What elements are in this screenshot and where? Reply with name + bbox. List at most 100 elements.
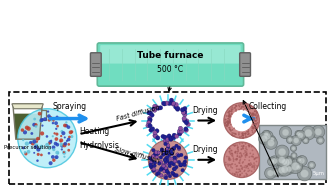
Circle shape	[250, 163, 252, 165]
Circle shape	[231, 110, 252, 131]
Circle shape	[237, 153, 238, 155]
Circle shape	[256, 112, 257, 114]
Circle shape	[170, 161, 174, 165]
Circle shape	[62, 143, 67, 147]
Circle shape	[236, 168, 238, 170]
Circle shape	[239, 174, 241, 175]
Circle shape	[228, 113, 230, 115]
Circle shape	[248, 164, 249, 165]
Circle shape	[276, 154, 288, 166]
Circle shape	[165, 167, 168, 171]
Circle shape	[232, 108, 234, 110]
Circle shape	[245, 154, 247, 156]
Circle shape	[151, 155, 155, 158]
Circle shape	[240, 148, 242, 150]
Circle shape	[244, 150, 246, 152]
Circle shape	[34, 145, 38, 149]
Circle shape	[237, 146, 239, 148]
Circle shape	[148, 156, 152, 160]
Circle shape	[225, 164, 227, 165]
Circle shape	[273, 170, 278, 175]
Text: 5μm: 5μm	[312, 170, 324, 176]
Circle shape	[48, 119, 51, 122]
Circle shape	[163, 135, 167, 139]
Circle shape	[229, 148, 231, 150]
Circle shape	[236, 158, 238, 160]
Circle shape	[252, 126, 254, 128]
Circle shape	[296, 132, 300, 136]
Circle shape	[241, 148, 243, 150]
Circle shape	[156, 151, 160, 154]
Circle shape	[171, 101, 176, 105]
Circle shape	[248, 163, 250, 165]
Circle shape	[25, 142, 29, 146]
Circle shape	[180, 108, 184, 112]
Circle shape	[252, 114, 254, 116]
Circle shape	[154, 105, 158, 109]
Circle shape	[232, 153, 233, 155]
Circle shape	[230, 130, 232, 132]
Text: Drying: Drying	[192, 145, 218, 154]
Circle shape	[232, 129, 233, 131]
Circle shape	[56, 125, 59, 128]
Circle shape	[58, 117, 61, 120]
Circle shape	[308, 161, 315, 169]
Circle shape	[251, 170, 252, 172]
Circle shape	[247, 131, 249, 133]
Circle shape	[231, 134, 233, 136]
Circle shape	[253, 119, 255, 120]
Circle shape	[172, 167, 176, 171]
Circle shape	[253, 124, 255, 126]
Circle shape	[154, 153, 158, 156]
Circle shape	[236, 158, 237, 160]
Circle shape	[230, 129, 232, 131]
Polygon shape	[14, 114, 41, 139]
Circle shape	[150, 161, 153, 164]
Circle shape	[228, 121, 230, 122]
Circle shape	[291, 162, 299, 170]
Circle shape	[229, 169, 230, 171]
Circle shape	[252, 112, 253, 114]
Circle shape	[227, 122, 229, 124]
Circle shape	[239, 136, 241, 138]
Circle shape	[226, 124, 228, 126]
Circle shape	[183, 112, 187, 117]
Circle shape	[269, 156, 280, 166]
Circle shape	[224, 122, 226, 124]
Circle shape	[169, 149, 173, 153]
Circle shape	[174, 105, 178, 109]
Circle shape	[40, 118, 44, 122]
Circle shape	[226, 122, 228, 123]
Circle shape	[252, 108, 254, 110]
Circle shape	[48, 142, 51, 145]
Circle shape	[243, 109, 245, 111]
Circle shape	[182, 116, 186, 121]
Circle shape	[253, 166, 255, 168]
Circle shape	[248, 163, 250, 165]
Circle shape	[152, 167, 155, 171]
Circle shape	[228, 111, 230, 112]
Circle shape	[234, 135, 235, 137]
Circle shape	[248, 146, 250, 148]
Circle shape	[230, 108, 232, 110]
Circle shape	[227, 122, 229, 124]
Circle shape	[171, 102, 175, 106]
Circle shape	[54, 121, 58, 125]
Circle shape	[159, 174, 163, 177]
Circle shape	[232, 173, 234, 174]
Circle shape	[173, 156, 177, 160]
Circle shape	[165, 169, 169, 173]
Circle shape	[269, 136, 276, 142]
Circle shape	[68, 136, 71, 138]
Circle shape	[240, 104, 242, 105]
Circle shape	[182, 110, 187, 114]
Circle shape	[167, 171, 170, 175]
Circle shape	[233, 107, 235, 109]
Circle shape	[241, 167, 243, 169]
Circle shape	[37, 153, 40, 156]
Circle shape	[296, 166, 300, 170]
Circle shape	[180, 153, 183, 157]
Circle shape	[228, 127, 230, 129]
Circle shape	[256, 112, 258, 113]
Circle shape	[168, 174, 172, 178]
